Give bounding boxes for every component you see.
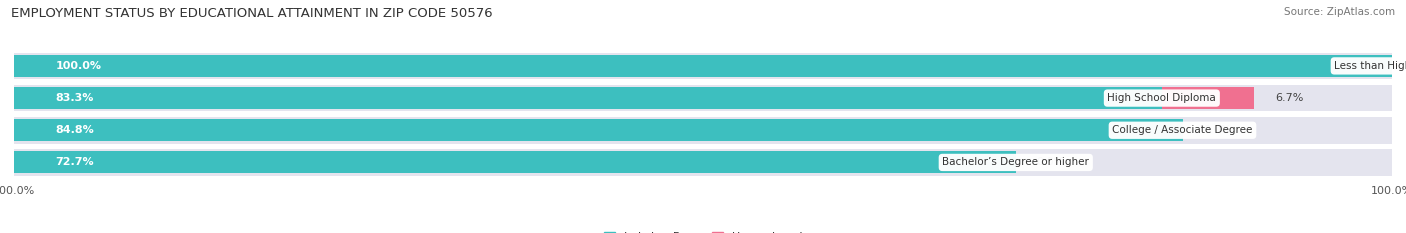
- Text: 83.3%: 83.3%: [55, 93, 94, 103]
- Bar: [14, 151, 1015, 173]
- Bar: [14, 149, 1392, 176]
- Bar: [14, 117, 1392, 144]
- Bar: [1392, 55, 1406, 77]
- Text: 6.7%: 6.7%: [1275, 93, 1303, 103]
- Text: Source: ZipAtlas.com: Source: ZipAtlas.com: [1284, 7, 1395, 17]
- Text: EMPLOYMENT STATUS BY EDUCATIONAL ATTAINMENT IN ZIP CODE 50576: EMPLOYMENT STATUS BY EDUCATIONAL ATTAINM…: [11, 7, 494, 20]
- Text: 0.0%: 0.0%: [1204, 125, 1232, 135]
- Bar: [14, 55, 1392, 77]
- Legend: In Labor Force, Unemployed: In Labor Force, Unemployed: [599, 227, 807, 233]
- Text: 100.0%: 100.0%: [55, 61, 101, 71]
- Text: Less than High School: Less than High School: [1334, 61, 1406, 71]
- Bar: [14, 119, 1182, 141]
- Text: High School Diploma: High School Diploma: [1108, 93, 1216, 103]
- Bar: [14, 53, 1392, 79]
- Text: Bachelor’s Degree or higher: Bachelor’s Degree or higher: [942, 158, 1090, 168]
- Bar: [1161, 87, 1254, 109]
- Bar: [14, 85, 1392, 111]
- Text: 84.8%: 84.8%: [55, 125, 94, 135]
- Text: 72.7%: 72.7%: [55, 158, 94, 168]
- Text: College / Associate Degree: College / Associate Degree: [1112, 125, 1253, 135]
- Text: 0.0%: 0.0%: [1036, 158, 1064, 168]
- Bar: [14, 87, 1161, 109]
